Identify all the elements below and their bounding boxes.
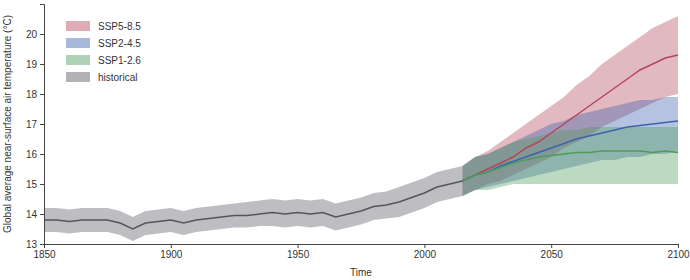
x-axis-title: Time — [350, 267, 372, 278]
legend-label: historical — [98, 72, 137, 83]
legend-item: historical — [66, 72, 137, 83]
x-tick-mark — [171, 244, 172, 248]
x-tick: 2000 — [414, 244, 437, 260]
x-tick: 1950 — [287, 244, 310, 260]
y-axis: 13 14 15 16 17 18 19 20 — [26, 5, 45, 250]
legend-swatch — [66, 72, 90, 82]
legend-item: SSP5-8.5 — [66, 21, 141, 32]
y-tick-label: 16 — [26, 149, 38, 160]
legend-swatch — [66, 38, 90, 48]
range-band — [462, 127, 678, 196]
y-tick-label: 20 — [26, 29, 38, 40]
x-tick-label: 2000 — [414, 249, 437, 260]
y-tick-label: 14 — [26, 209, 38, 220]
plot: 1850 1900 1950 2000 2050 2100 13 14 15 16 17 18 19 20… — [26, 5, 690, 261]
y-tick: 18 — [26, 89, 44, 100]
x-tick-label: 2100 — [667, 249, 690, 260]
marks — [44, 16, 678, 241]
legend-swatch — [66, 55, 90, 65]
legend-label: SSP1-2.6 — [98, 55, 141, 66]
range-band — [462, 16, 678, 196]
y-tick-mark — [40, 64, 44, 65]
y-tick-label: 17 — [26, 119, 38, 130]
legend-label: SSP5-8.5 — [98, 21, 141, 32]
x-tick-label: 1900 — [160, 249, 183, 260]
legend-swatch — [66, 21, 90, 31]
y-tick-mark — [40, 184, 44, 185]
y-tick-mark — [40, 124, 44, 125]
x-tick-mark — [551, 244, 552, 248]
y-tick-label: 19 — [26, 59, 38, 70]
y-tick-label: 13 — [26, 239, 38, 250]
x-tick-label: 1950 — [287, 249, 310, 260]
x-tick-mark — [678, 244, 679, 248]
series-line — [462, 55, 678, 181]
legend-item: SSP1-2.6 — [66, 55, 141, 66]
series-line — [462, 121, 678, 181]
x-tick: 2050 — [541, 244, 564, 260]
x-tick: 1900 — [160, 244, 183, 260]
y-tick: 16 — [26, 149, 44, 160]
y-tick: 19 — [26, 59, 44, 70]
y-axis-line — [40, 5, 45, 245]
y-tick-label: 15 — [26, 179, 38, 190]
y-tick-mark — [40, 34, 44, 35]
y-tick: 15 — [26, 179, 44, 190]
series-line — [44, 181, 462, 229]
range-band — [44, 166, 462, 241]
x-tick-mark — [298, 244, 299, 248]
legend-label: SSP2-4.5 — [98, 38, 141, 49]
y-tick-mark — [40, 94, 44, 95]
x-axis-line — [45, 245, 679, 249]
legend-item: SSP2-4.5 — [66, 38, 141, 49]
y-tick: 14 — [26, 209, 44, 220]
y-axis-title: Global average near-surface air temperat… — [2, 15, 13, 233]
y-tick: 20 — [26, 29, 44, 40]
x-tick-mark — [424, 244, 425, 248]
y-tick-mark — [40, 214, 44, 215]
range-band — [462, 97, 678, 196]
x-axis: 1850 1900 1950 2000 2050 2100 — [33, 244, 690, 260]
y-tick-label: 18 — [26, 89, 38, 100]
x-tick: 2100 — [667, 244, 690, 260]
y-tick-mark — [40, 154, 44, 155]
x-tick-label: 2050 — [541, 249, 564, 260]
chart: 1850 1900 1950 2000 2050 2100 13 14 15 16 17 18 19 20… — [0, 0, 690, 280]
series-line — [462, 151, 678, 181]
legend: SSP5-8.5 SSP2-4.5 SSP1-2.6 historical — [66, 21, 141, 83]
x-tick-label: 1850 — [33, 249, 56, 260]
y-tick: 13 — [26, 239, 44, 250]
y-tick-mark — [40, 244, 44, 245]
y-tick: 17 — [26, 119, 44, 130]
